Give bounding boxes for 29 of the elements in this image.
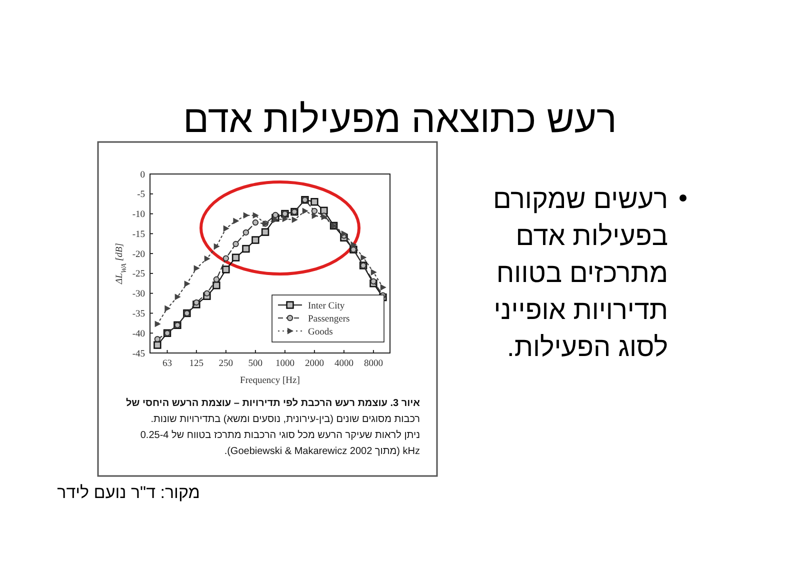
- x-tick-label: 125: [189, 359, 204, 369]
- text: רעשים שמקורם בפעילות אדם מתרכזים בטווח תדירויות אופייני לסוג הפעילות.: [493, 184, 668, 362]
- y-tick-label: -40: [132, 329, 146, 340]
- legend-label: Inter City: [308, 301, 345, 312]
- x-tick-label: 2000: [304, 359, 324, 369]
- text: רכבות מסוגים שונים (בין-עירונית, נוסעים ומשא) בתדירויות שונות.: [150, 414, 420, 425]
- legend-label: Passengers: [308, 314, 350, 324]
- x-tick-label: 63: [162, 359, 172, 369]
- x-tick-label: 4000: [334, 359, 354, 369]
- y-tick-label: -45: [132, 349, 146, 360]
- y-tick-label: -15: [132, 230, 146, 240]
- text: מקור: ד"ר נועם לידר: [57, 483, 200, 502]
- x-tick-label: 250: [218, 359, 234, 369]
- chart-title: רעש כתוצאה מפעילות אדם: [183, 99, 617, 141]
- y-tick-label: -10: [132, 210, 146, 220]
- y-tick-label: -30: [132, 290, 146, 300]
- y-tick-label: -5: [137, 190, 146, 200]
- legend-label: Goods: [308, 327, 334, 338]
- text: איור 3. עוצמת רעש הרכבת לפי תדירויות – עוצמת הרעש היחסי של: [126, 397, 420, 409]
- x-tick-label: 8000: [364, 359, 384, 369]
- y-tick-label: -35: [132, 310, 146, 320]
- x-tick-label: 500: [248, 359, 263, 369]
- x-tick-label: 1000: [275, 359, 295, 369]
- text: kHz (מתוך Goebiewski & Makarewicz 2002).: [224, 446, 420, 457]
- x-axis-title: Frequency [Hz]: [240, 376, 300, 386]
- text: ניתן לראות שעיקר הרעש מכל סוגי הרכבות מתרכז בטווח של 0.25-4: [140, 429, 420, 441]
- y-tick-label: -25: [132, 270, 146, 280]
- y-tick-label: -20: [132, 250, 146, 260]
- y-tick-label: 0: [140, 170, 146, 180]
